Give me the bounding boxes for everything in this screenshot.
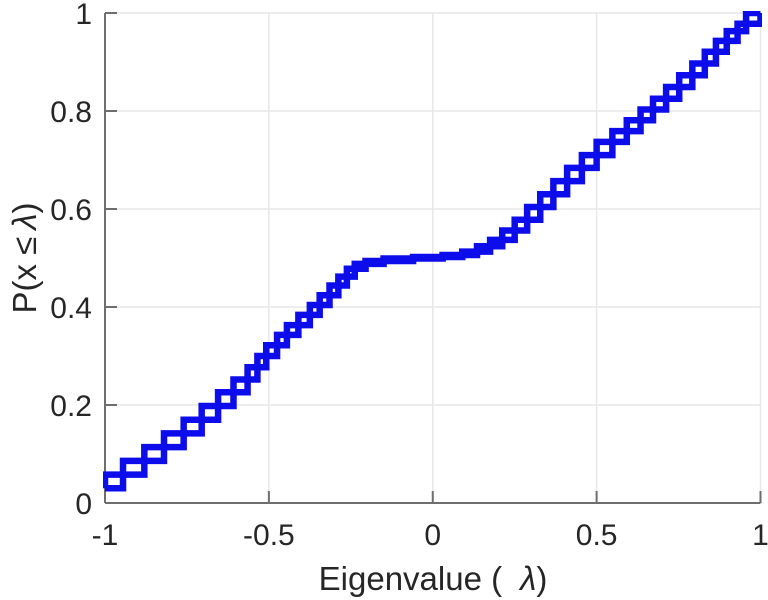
x-tick-label: 1 [752,519,768,552]
y-tick-label: 0.6 [50,194,92,227]
axes [104,12,762,504]
y-tick-label: 1 [75,0,92,31]
y-tick-label: 0 [75,488,92,521]
x-axis-label: Eigenvalue (λ) [319,560,548,597]
x-tick-label: 0.5 [576,519,618,552]
x-tick-label: -1 [92,519,119,552]
tick-labels: -1 -0.5 0 0.5 1 0 0.2 0.4 0.6 0.8 1 [50,0,768,552]
y-axis-label: P(x ≤λ) [6,202,43,313]
eigenvalue-cdf-stairs-pre [103,11,761,489]
data-series [103,11,762,492]
y-tick-label: 0.2 [50,390,92,423]
y-tick-label: 0.4 [50,292,92,325]
x-tick-label: 0 [424,519,441,552]
y-tick-label: 0.8 [50,96,92,129]
x-tick-label: -0.5 [243,519,295,552]
